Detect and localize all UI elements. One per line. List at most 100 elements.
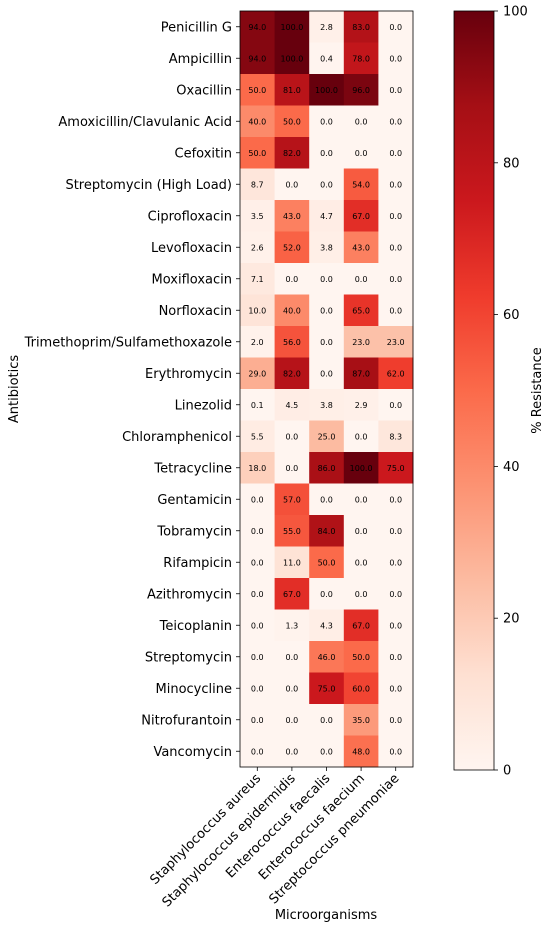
heatmap-cell	[309, 704, 345, 736]
y-tick-label: Azithromycin	[147, 587, 232, 602]
heatmap-cell	[343, 704, 379, 736]
cell-value-label: 7.1	[251, 275, 264, 284]
heatmap-cell	[343, 735, 379, 768]
y-tick-label: Ciprofloxacin	[148, 209, 232, 224]
cell-value-label: 0.0	[320, 338, 333, 347]
heatmap-cell	[309, 452, 345, 484]
cell-value-label: 83.0	[352, 23, 370, 32]
heatmap-cell	[240, 357, 275, 390]
cell-value-label: 55.0	[283, 527, 301, 536]
cell-value-label: 0.0	[251, 495, 264, 504]
heatmap-cell	[343, 546, 379, 579]
heatmap-cell	[240, 672, 275, 705]
cell-value-label: 50.0	[248, 86, 266, 95]
cell-value-label: 0.0	[355, 432, 368, 441]
heatmap-cell	[274, 42, 310, 75]
cell-value-label: 78.0	[352, 54, 370, 63]
colorbar-tick-label: 60	[503, 308, 520, 323]
colorbar-tick-label: 40	[503, 460, 520, 475]
cell-value-label: 0.0	[286, 275, 299, 284]
cell-value-label: 43.0	[352, 243, 370, 252]
heatmap-cell	[309, 483, 345, 516]
cell-value-label: 0.0	[389, 275, 402, 284]
cell-value-label: 0.0	[389, 558, 402, 567]
cell-value-label: 94.0	[248, 23, 266, 32]
cell-value-label: 0.0	[286, 180, 299, 189]
heatmap-cell	[343, 357, 379, 390]
heatmap-cell	[274, 609, 310, 642]
cell-value-label: 0.0	[320, 149, 333, 158]
y-axis-label: Antibiotics	[7, 355, 22, 424]
heatmap-cell	[309, 357, 345, 390]
heatmap-cell	[240, 294, 275, 327]
cell-value-label: 0.0	[320, 306, 333, 315]
heatmap-cell	[274, 105, 310, 138]
heatmap-cell	[343, 294, 379, 327]
heatmap-cell	[309, 42, 345, 75]
heatmap-cell	[309, 294, 345, 327]
heatmap-cell	[274, 263, 310, 295]
cell-value-label: 0.0	[320, 275, 333, 284]
cell-value-label: 48.0	[352, 747, 370, 756]
cell-value-label: 50.0	[248, 149, 266, 158]
heatmap-cell	[309, 263, 345, 295]
heatmap-cell	[240, 231, 275, 264]
heatmap-cell	[378, 389, 414, 421]
heatmap-cell	[240, 105, 275, 138]
y-tick-label: Erythromycin	[145, 367, 232, 382]
cell-value-label: 0.0	[320, 716, 333, 725]
heatmap-cell	[378, 704, 414, 736]
heatmap-cell	[343, 137, 379, 169]
y-tick-label: Oxacillin	[176, 83, 232, 98]
cell-value-label: 0.0	[320, 117, 333, 126]
heatmap-cell	[343, 515, 379, 547]
cell-value-label: 65.0	[352, 306, 370, 315]
heatmap-cell	[378, 74, 414, 106]
cell-value-label: 86.0	[318, 464, 336, 473]
cell-value-label: 84.0	[318, 527, 336, 536]
heatmap-cell	[240, 578, 275, 610]
heatmap-cell	[274, 578, 310, 610]
heatmap-cell	[309, 137, 345, 169]
heatmap-cell	[309, 11, 345, 43]
cell-value-label: 0.0	[389, 117, 402, 126]
heatmap-cell	[240, 483, 275, 516]
y-tick-label: Tetracycline	[153, 461, 232, 476]
colorbar-tick-label: 0	[503, 764, 511, 779]
cell-value-label: 50.0	[283, 117, 301, 126]
heatmap-cell	[378, 263, 414, 295]
heatmap-cell	[240, 704, 275, 736]
heatmap-cell	[309, 641, 345, 673]
cell-value-label: 54.0	[352, 180, 370, 189]
cell-value-label: 3.8	[320, 243, 333, 252]
heatmap-cell	[309, 735, 345, 768]
cell-value-label: 23.0	[387, 338, 405, 347]
cell-value-label: 67.0	[352, 212, 370, 221]
cell-value-label: 0.0	[389, 180, 402, 189]
cell-value-label: 0.0	[320, 747, 333, 756]
cell-value-label: 0.0	[389, 621, 402, 630]
cell-value-label: 0.0	[251, 527, 264, 536]
heatmap-cell	[240, 11, 275, 43]
cell-value-label: 0.0	[286, 432, 299, 441]
heatmap-cell	[309, 672, 345, 705]
heatmap-cell	[309, 515, 345, 547]
heatmap-cell	[274, 11, 310, 43]
y-tick-label: Chloramphenicol	[122, 430, 232, 445]
cell-value-label: 18.0	[248, 464, 266, 473]
cell-value-label: 0.0	[251, 684, 264, 693]
colorbar-label: % Resistance	[530, 347, 545, 434]
heatmap-cell	[343, 326, 379, 358]
cell-value-label: 11.0	[283, 558, 301, 567]
heatmap-cell	[378, 168, 414, 201]
heatmap-cell	[378, 515, 414, 547]
heatmap-cell	[378, 42, 414, 75]
cell-value-label: 0.0	[251, 653, 264, 662]
heatmap-cell	[309, 389, 345, 421]
heatmap-cell	[343, 168, 379, 201]
cell-value-label: 2.9	[355, 401, 368, 410]
cell-value-label: 3.8	[320, 401, 333, 410]
y-tick-label: Minocycline	[156, 682, 232, 697]
y-tick-label: Rifampicin	[163, 556, 232, 571]
heatmap-cell	[378, 546, 414, 579]
